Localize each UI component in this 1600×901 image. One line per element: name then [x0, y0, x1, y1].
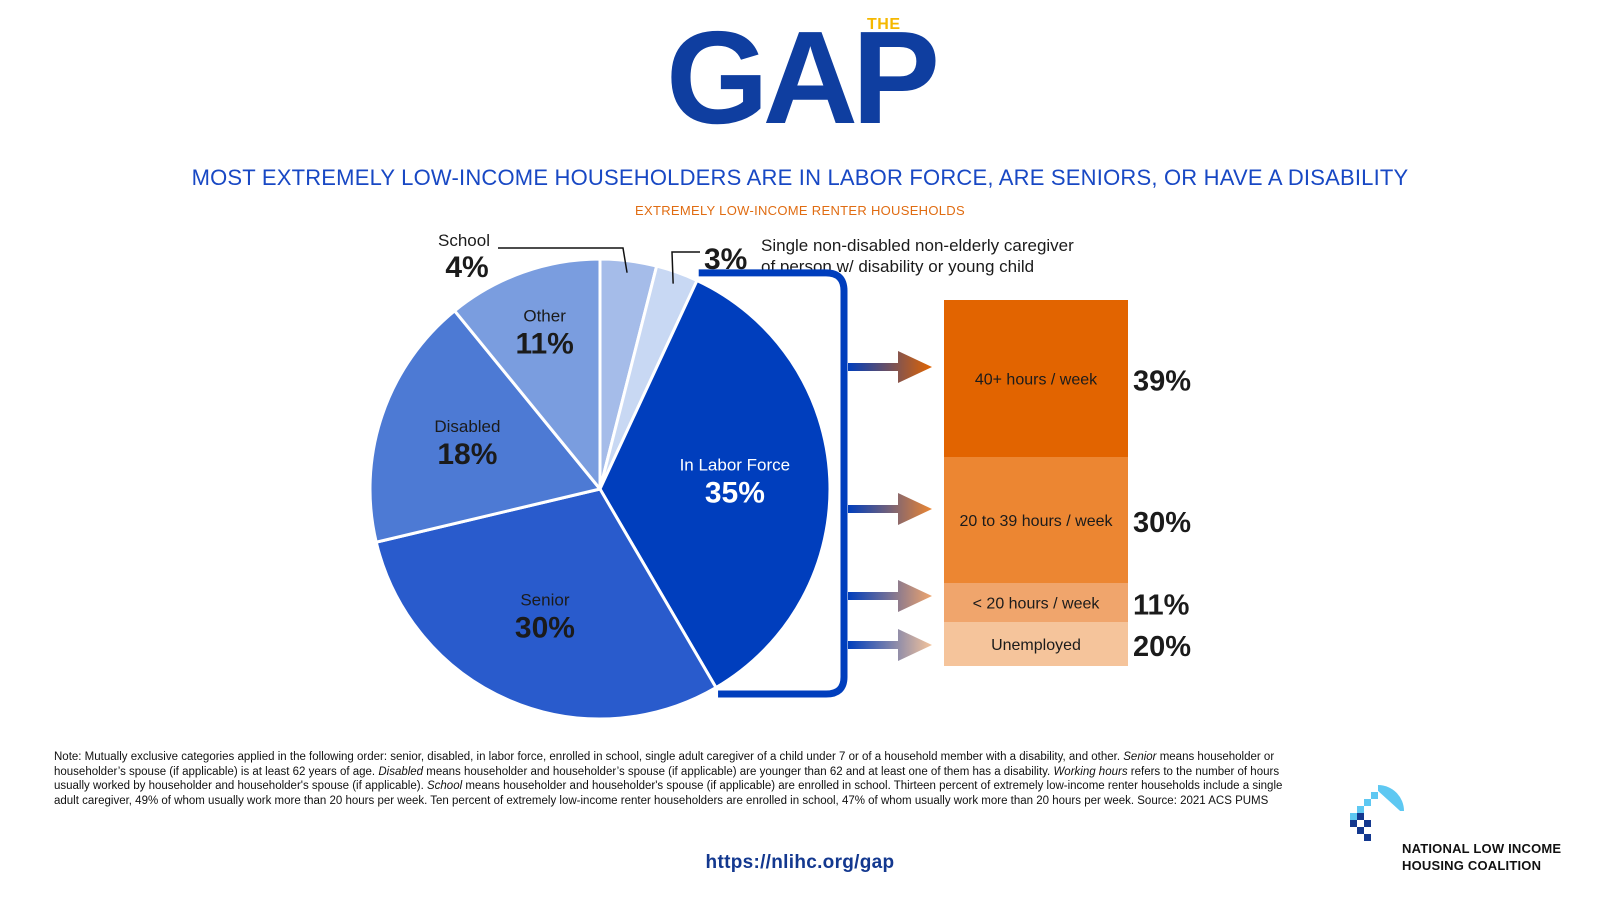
chart-title: MOST EXTREMELY LOW-INCOME HOUSEHOLDERS A…	[191, 165, 1409, 190]
chart-canvas: In Labor Force 35% Senior 30% Disabled 18% Oth…	[368, 231, 1191, 721]
gap-logo-the: THE	[867, 16, 901, 33]
bar-20-to-39-hours-arrow	[848, 493, 932, 525]
pie-school-value: 4%	[445, 251, 488, 284]
pie-slice-senior	[374, 487, 718, 721]
pie-school-label: School	[438, 231, 490, 250]
bar-40-plus-hours-arrow	[848, 351, 932, 383]
bar-unemployed	[944, 622, 1128, 666]
pie-slice-disabled	[368, 309, 602, 544]
bar-40-plus-hours-value: 39%	[1133, 366, 1191, 398]
pie-senior-label: Senior	[520, 591, 569, 610]
nlihc-logo-icon	[1350, 785, 1404, 841]
footnote: Note: Mutually exclusive categories appl…	[54, 751, 1283, 807]
pie-labor-force-value: 35%	[705, 477, 765, 510]
gap-logo-text: GAP	[665, 4, 940, 151]
bar-under-20-hours	[944, 583, 1128, 622]
bar-40-plus-hours-label: 40+ hours / week	[975, 372, 1098, 389]
bar-20-to-39-hours-value: 30%	[1133, 507, 1191, 539]
pie-disabled-value: 18%	[437, 438, 497, 471]
bar-unemployed-label: Unemployed	[991, 637, 1081, 654]
bar-under-20-hours-arrow	[848, 580, 932, 612]
chart-subtitle: EXTREMELY LOW-INCOME RENTER HOUSEHOLDS	[635, 203, 965, 218]
pie-slice-other	[453, 257, 602, 491]
pie-other-label: Other	[523, 307, 566, 326]
bar-20-to-39-hours-label: 20 to 39 hours / week	[960, 513, 1114, 530]
labor-force-bracket	[698, 269, 848, 698]
organization-name-line1: NATIONAL LOW INCOME	[1402, 841, 1562, 856]
organization-name-line2: HOUSING COALITION	[1402, 858, 1542, 873]
bar-under-20-hours-value: 11%	[1133, 590, 1190, 622]
caregiver-callout-line	[671, 251, 700, 284]
bar-20-to-39-hours	[944, 457, 1128, 583]
bar-unemployed-value: 20%	[1133, 631, 1191, 663]
bar-unemployed-arrow	[848, 629, 932, 661]
pie-senior-value: 30%	[515, 612, 575, 645]
pie-disabled-label: Disabled	[434, 417, 500, 436]
pie-labor-force-label: In Labor Force	[680, 456, 791, 475]
pie-caregiver-label-line1: Single non-disabled non-elderly caregive…	[761, 236, 1074, 255]
organization-name: NATIONAL LOW INCOME HOUSING COALITION	[1402, 840, 1561, 874]
bar-under-20-hours-label: < 20 hours / week	[973, 596, 1101, 613]
pie-other-value: 11%	[515, 328, 573, 361]
gap-logo: GAP THE	[0, 0, 1600, 145]
source-url[interactable]: https://nlihc.org/gap	[705, 852, 895, 873]
school-callout-line	[498, 247, 628, 273]
bar-40-plus-hours	[944, 300, 1128, 457]
